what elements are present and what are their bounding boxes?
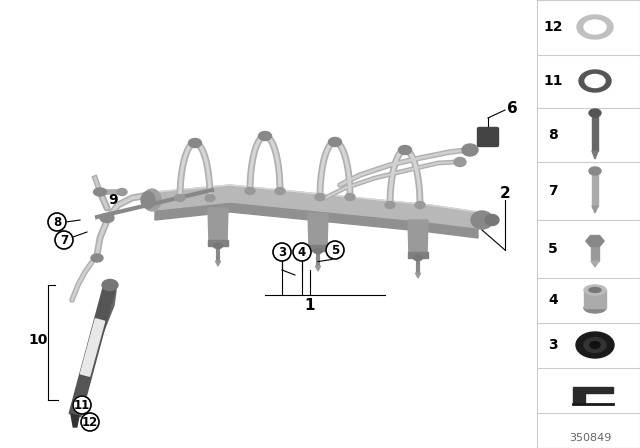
Text: 5: 5 xyxy=(548,242,558,256)
Ellipse shape xyxy=(590,341,600,349)
Text: 1: 1 xyxy=(305,297,316,313)
FancyBboxPatch shape xyxy=(477,128,499,146)
Polygon shape xyxy=(81,319,104,376)
Ellipse shape xyxy=(315,194,325,201)
Bar xyxy=(208,240,228,246)
Ellipse shape xyxy=(205,194,215,202)
Ellipse shape xyxy=(100,214,114,223)
Polygon shape xyxy=(592,151,598,159)
Polygon shape xyxy=(216,261,221,266)
Polygon shape xyxy=(308,213,328,248)
Ellipse shape xyxy=(117,189,127,195)
Text: 7: 7 xyxy=(548,184,558,198)
Ellipse shape xyxy=(454,158,466,167)
Ellipse shape xyxy=(589,109,601,117)
Ellipse shape xyxy=(471,211,493,229)
Text: 10: 10 xyxy=(28,333,48,347)
Polygon shape xyxy=(316,266,321,271)
Ellipse shape xyxy=(143,189,161,211)
Ellipse shape xyxy=(415,202,425,208)
Text: 12: 12 xyxy=(82,415,98,428)
Ellipse shape xyxy=(385,202,395,208)
Text: 11: 11 xyxy=(543,74,563,88)
Circle shape xyxy=(273,243,291,261)
Polygon shape xyxy=(155,185,478,228)
Ellipse shape xyxy=(275,188,285,194)
Bar xyxy=(592,171,598,206)
Text: 3: 3 xyxy=(548,338,558,352)
Ellipse shape xyxy=(189,138,202,147)
Text: 350849: 350849 xyxy=(569,433,611,443)
Polygon shape xyxy=(573,387,613,404)
Circle shape xyxy=(48,213,66,231)
Ellipse shape xyxy=(584,285,606,295)
Ellipse shape xyxy=(93,188,106,196)
Polygon shape xyxy=(69,284,116,417)
Ellipse shape xyxy=(314,249,323,254)
Ellipse shape xyxy=(259,132,271,141)
Ellipse shape xyxy=(485,215,499,225)
Ellipse shape xyxy=(589,167,601,175)
Polygon shape xyxy=(586,236,604,246)
Polygon shape xyxy=(408,220,428,255)
Ellipse shape xyxy=(328,138,342,146)
Circle shape xyxy=(73,396,91,414)
Text: 4: 4 xyxy=(548,293,558,307)
Ellipse shape xyxy=(214,244,223,249)
Bar xyxy=(584,290,606,308)
Polygon shape xyxy=(591,261,599,267)
Ellipse shape xyxy=(579,70,611,92)
Ellipse shape xyxy=(102,280,118,290)
Polygon shape xyxy=(592,206,598,213)
Circle shape xyxy=(326,241,344,259)
Circle shape xyxy=(293,243,311,261)
Ellipse shape xyxy=(245,188,255,194)
Polygon shape xyxy=(71,414,79,427)
Text: 7: 7 xyxy=(60,233,68,246)
Ellipse shape xyxy=(462,144,478,156)
Ellipse shape xyxy=(399,146,412,155)
Ellipse shape xyxy=(141,191,155,208)
Ellipse shape xyxy=(584,303,606,313)
Ellipse shape xyxy=(345,194,355,201)
Text: 5: 5 xyxy=(331,244,339,257)
Polygon shape xyxy=(208,208,228,243)
Polygon shape xyxy=(155,202,478,238)
Ellipse shape xyxy=(584,337,606,353)
Text: 8: 8 xyxy=(548,128,558,142)
Ellipse shape xyxy=(589,288,601,293)
Polygon shape xyxy=(415,273,420,278)
Circle shape xyxy=(55,231,73,249)
Text: 4: 4 xyxy=(298,246,306,258)
Text: 11: 11 xyxy=(74,399,90,412)
Bar xyxy=(408,252,428,258)
Ellipse shape xyxy=(577,15,613,39)
Text: 3: 3 xyxy=(278,246,286,258)
Text: 12: 12 xyxy=(543,20,563,34)
Text: 9: 9 xyxy=(108,193,118,207)
Ellipse shape xyxy=(585,74,605,87)
Bar xyxy=(592,113,598,151)
Ellipse shape xyxy=(413,255,422,260)
Ellipse shape xyxy=(576,332,614,358)
Text: 6: 6 xyxy=(507,100,517,116)
Bar xyxy=(308,245,328,251)
Text: 8: 8 xyxy=(53,215,61,228)
Ellipse shape xyxy=(91,254,103,262)
Circle shape xyxy=(81,413,99,431)
Ellipse shape xyxy=(175,194,185,202)
Text: 2: 2 xyxy=(500,185,510,201)
Ellipse shape xyxy=(584,20,606,34)
Bar xyxy=(591,241,599,261)
